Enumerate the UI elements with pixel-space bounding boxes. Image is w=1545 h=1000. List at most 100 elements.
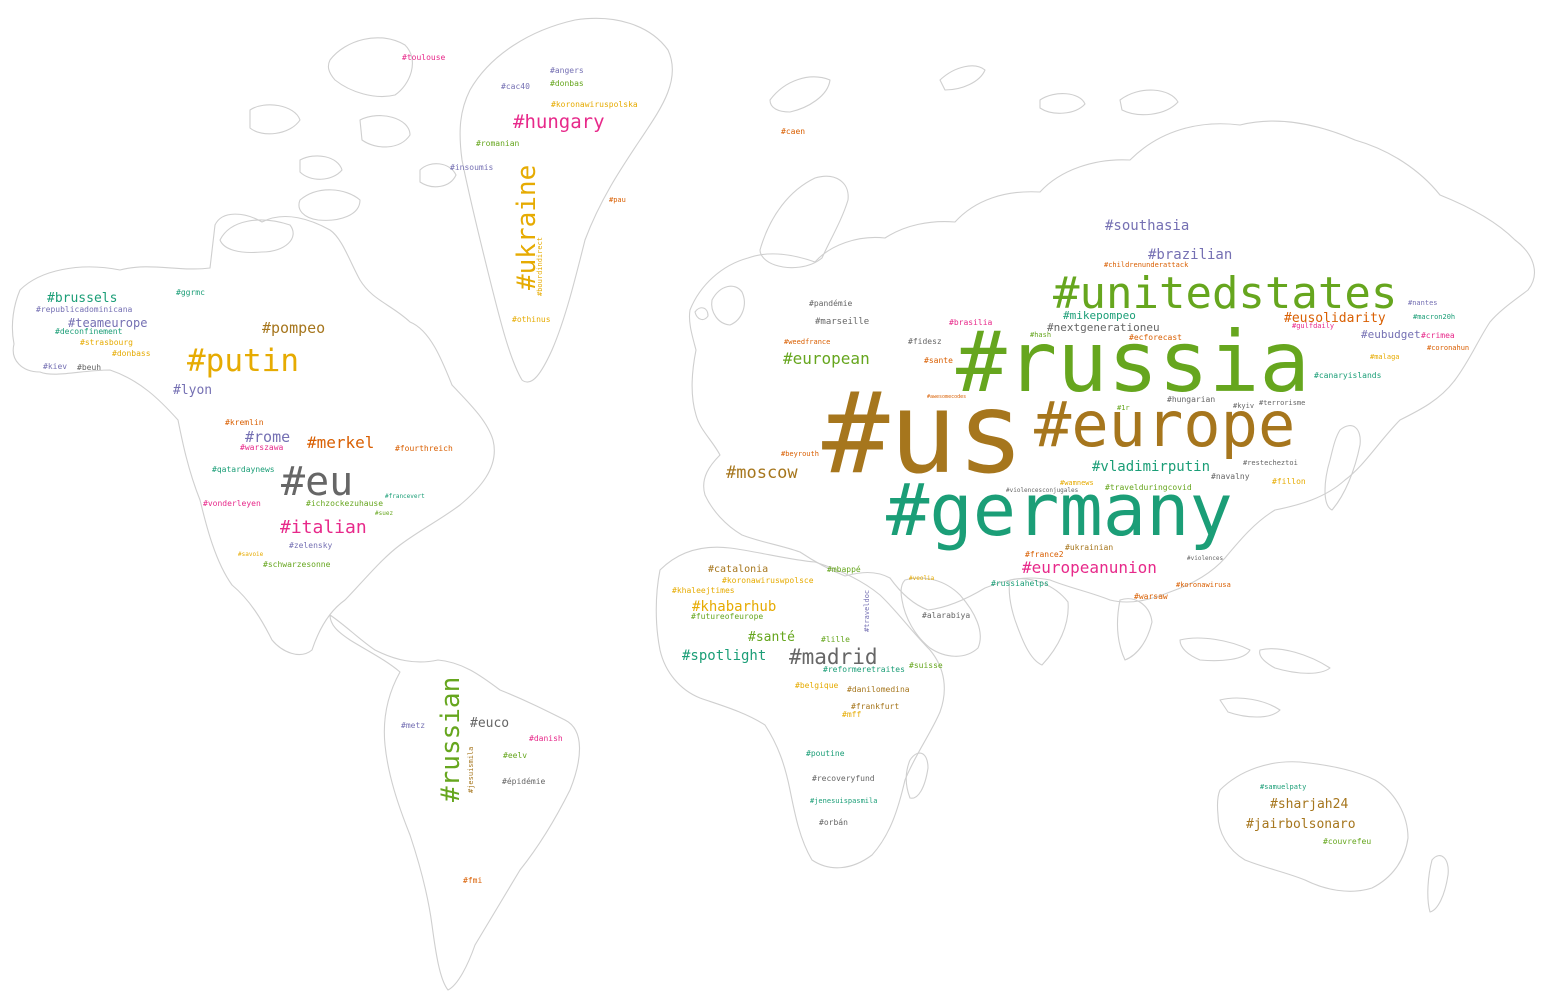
hashtag-weedfrance[interactable]: #weedfrance [784, 338, 831, 346]
hashtag-reformeretraites[interactable]: #reformeretraites [823, 665, 905, 674]
hashtag-donbas[interactable]: #donbas [550, 79, 584, 88]
hashtag-brasilia[interactable]: #brasilia [949, 318, 993, 327]
hashtag-fidesz[interactable]: #fidesz [908, 337, 942, 346]
hashtag-unitedstates[interactable]: #unitedstates [1053, 268, 1398, 319]
hashtag-awesomecodes[interactable]: #awesomecodes [927, 394, 967, 400]
hashtag-gulfdaily[interactable]: #gulfdaily [1292, 322, 1335, 330]
hashtag-putin[interactable]: #putin [187, 343, 299, 379]
hashtag-mikepompeo[interactable]: #mikepompeo [1063, 309, 1136, 322]
hashtag-ichzockezuhause[interactable]: #ichzockezuhause [306, 499, 384, 508]
hashtag-hungarian[interactable]: #hungarian [1167, 395, 1216, 404]
hashtag-khaleejtimes[interactable]: #khaleejtimes [672, 586, 735, 595]
hashtag-european[interactable]: #european [783, 349, 870, 368]
hashtag-violencesconjugales[interactable]: #violencesconjugales [1006, 487, 1079, 494]
hashtag-crimea[interactable]: #crimea [1421, 331, 1455, 340]
hashtag-othinus[interactable]: #othinus [512, 315, 551, 324]
hashtag-ukrainian[interactable]: #ukrainian [1065, 543, 1114, 552]
hashtag-hungary[interactable]: #hungary [513, 111, 605, 133]
hashtag-metz[interactable]: #metz [401, 721, 426, 730]
hashtag-childrenunderattack[interactable]: #childrenunderattack [1104, 261, 1189, 269]
hashtag-romanian[interactable]: #romanian [476, 139, 520, 148]
hashtag-alarabiya[interactable]: #alarabiya [922, 611, 971, 620]
hashtag-brussels[interactable]: #brussels [47, 291, 118, 306]
hashtag-sharjah24[interactable]: #sharjah24 [1270, 797, 1349, 812]
hashtag-russian[interactable]: #russian [436, 676, 466, 802]
hashtag-nantes[interactable]: #nantes [1408, 299, 1438, 307]
hashtag-madrid[interactable]: #madrid [789, 645, 878, 669]
hashtag-russiahelps[interactable]: #russiahelps [991, 579, 1049, 588]
hashtag-warsaw[interactable]: #warsaw [1134, 592, 1168, 601]
hashtag-khabarhub[interactable]: #khabarhub [692, 599, 777, 615]
hashtag-1r[interactable]: #1r [1117, 404, 1130, 412]
hashtag-caen[interactable]: #caen [781, 127, 806, 136]
hashtag-spotlight[interactable]: #spotlight [682, 648, 767, 664]
hashtag-koronawiruspolska[interactable]: #koronawiruspolska [551, 100, 638, 109]
hashtag-veolia[interactable]: #veolia [909, 575, 935, 582]
hashtag-vonderleyen[interactable]: #vonderleyen [203, 499, 261, 508]
hashtag-recoveryfund[interactable]: #recoveryfund [812, 774, 875, 783]
hashtag-eubudget[interactable]: #eubudget [1361, 328, 1421, 341]
hashtag-warszawa[interactable]: #warszawa [240, 443, 284, 452]
hashtag-terrorisme[interactable]: #terrorisme [1259, 399, 1306, 407]
hashtag-strasbourg[interactable]: #strasbourg [80, 338, 133, 347]
hashtag-couvrefeu[interactable]: #couvrefeu [1323, 837, 1372, 846]
hashtag-macron20h[interactable]: #macron20h [1413, 313, 1456, 321]
hashtag-futureofeurope[interactable]: #futureofeurope [691, 612, 764, 621]
hashtag-donbass[interactable]: #donbass [112, 349, 151, 358]
hashtag-danish[interactable]: #danish [529, 734, 563, 743]
hashtag-wamnews[interactable]: #wamnews [1060, 479, 1094, 487]
hashtag-russia[interactable]: #russia [956, 313, 1311, 411]
hashtag-catalonia[interactable]: #catalonia [708, 564, 769, 575]
hashtag-toulouse[interactable]: #toulouse [402, 53, 446, 62]
hashtag-republicadominicana[interactable]: #republicadominicana [36, 305, 133, 314]
hashtag-jesuismila[interactable]: #jesuismila [467, 746, 475, 793]
hashtag-savoie[interactable]: #savoie [238, 551, 264, 558]
hashtag-pau[interactable]: #pau [609, 196, 626, 204]
hashtag-orban[interactable]: #orbán [819, 818, 848, 827]
hashtag-jairbolsonaro[interactable]: #jairbolsonaro [1246, 817, 1356, 832]
hashtag-violences[interactable]: #violences [1187, 555, 1224, 562]
hashtag-mbappe[interactable]: #mbappé [827, 565, 861, 574]
hashtag-sante-accent[interactable]: #santé [748, 630, 795, 645]
hashtag-koronawiruswpolsce[interactable]: #koronawiruswpolsce [722, 576, 814, 585]
hashtag-poutine[interactable]: #poutine [806, 749, 845, 758]
hashtag-insoumis[interactable]: #insoumis [450, 163, 494, 172]
hashtag-kiev[interactable]: #kiev [43, 362, 68, 371]
hashtag-danilomedina[interactable]: #danilomedina [847, 685, 910, 694]
hashtag-deconfinement[interactable]: #deconfinement [55, 327, 123, 336]
hashtag-pompeo[interactable]: #pompeo [262, 319, 326, 337]
hashtag-lyon[interactable]: #lyon [173, 383, 213, 398]
hashtag-ecforecast[interactable]: #ecforecast [1129, 333, 1182, 342]
hashtag-fmi[interactable]: #fmi [463, 876, 483, 885]
hashtag-euco[interactable]: #euco [470, 716, 510, 731]
hashtag-fillon[interactable]: #fillon [1272, 477, 1306, 486]
hashtag-kyiv[interactable]: #kyiv [1233, 402, 1255, 410]
hashtag-kremlin[interactable]: #kremlin [225, 418, 264, 427]
hashtag-nextgenerationeu[interactable]: #nextgenerationeu [1047, 321, 1160, 334]
hashtag-vladimirputin[interactable]: #vladimirputin [1092, 459, 1211, 475]
hashtag-travelduringcovid[interactable]: #travelduringcovid [1105, 483, 1192, 492]
hashtag-cac40[interactable]: #cac40 [501, 82, 530, 91]
hashtag-italian[interactable]: #italian [280, 517, 367, 538]
hashtag-pandemie[interactable]: #pandémie [809, 299, 853, 308]
hashtag-francevert[interactable]: #francevert [385, 493, 425, 500]
hashtag-hash[interactable]: #hash [1030, 331, 1052, 339]
hashtag-qatardaynews[interactable]: #qatardaynews [212, 465, 275, 474]
hashtag-malaga[interactable]: #malaga [1370, 353, 1400, 361]
hashtag-eusolidarity[interactable]: #eusolidarity [1284, 311, 1386, 326]
hashtag-schwarzesonne[interactable]: #schwarzesonne [263, 560, 331, 569]
hashtag-ggrmc[interactable]: #ggrmc [176, 288, 205, 297]
hashtag-beyrouth[interactable]: #beyrouth [781, 450, 819, 458]
hashtag-suisse[interactable]: #suisse [909, 661, 943, 670]
hashtag-fourthreich[interactable]: #fourthreich [395, 444, 453, 453]
hashtag-rome[interactable]: #rome [245, 428, 291, 446]
hashtag-belgique[interactable]: #belgique [795, 681, 839, 690]
hashtag-france2[interactable]: #france2 [1025, 550, 1064, 559]
hashtag-traveldoc[interactable]: #traveldoc [863, 589, 871, 632]
hashtag-canaryislands[interactable]: #canaryislands [1314, 371, 1382, 380]
hashtag-suez[interactable]: #suez [375, 510, 394, 517]
hashtag-eelv[interactable]: #eelv [503, 751, 528, 760]
hashtag-europeanunion[interactable]: #europeanunion [1022, 558, 1157, 577]
hashtag-brazilian[interactable]: #brazilian [1148, 247, 1233, 263]
hashtag-moscow[interactable]: #moscow [726, 463, 798, 483]
